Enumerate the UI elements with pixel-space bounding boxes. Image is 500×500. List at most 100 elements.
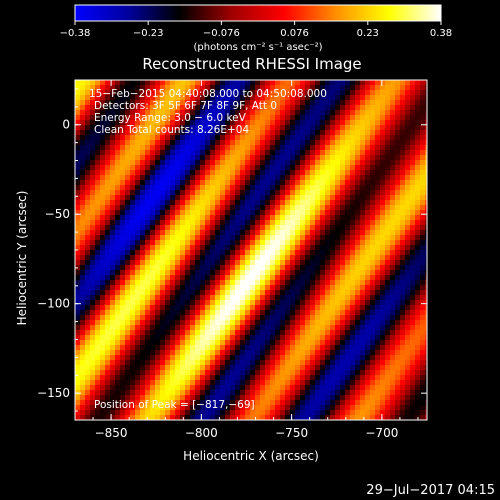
heatmap-cell: [370, 365, 376, 371]
heatmap-cell: [145, 400, 151, 406]
heatmap-cell: [220, 115, 226, 121]
heatmap-cell: [390, 210, 396, 216]
heatmap-cell: [395, 365, 401, 371]
heatmap-cell: [315, 85, 321, 91]
heatmap-cell: [170, 340, 176, 346]
heatmap-cell: [285, 335, 291, 341]
heatmap-cell: [320, 135, 326, 141]
heatmap-cell: [305, 200, 311, 206]
heatmap-cell: [380, 235, 386, 241]
heatmap-cell: [385, 165, 391, 171]
heatmap-cell: [300, 405, 306, 411]
heatmap-cell: [355, 315, 361, 321]
heatmap-cell: [255, 305, 261, 311]
heatmap-cell: [85, 100, 91, 106]
heatmap-cell: [405, 265, 411, 271]
heatmap-cell: [85, 210, 91, 216]
heatmap-cell: [270, 345, 276, 351]
heatmap-cell: [230, 170, 236, 176]
heatmap-cell: [400, 415, 406, 420]
heatmap-cell: [365, 170, 371, 176]
heatmap-cell: [75, 375, 81, 381]
heatmap-cell: [225, 200, 231, 206]
heatmap-cell: [300, 200, 306, 206]
heatmap-cell: [90, 190, 96, 196]
heatmap-cell: [295, 410, 301, 416]
heatmap-cell: [375, 245, 381, 251]
heatmap-cell: [325, 245, 331, 251]
heatmap-cell: [150, 160, 156, 166]
heatmap-cell: [175, 345, 181, 351]
heatmap-cell: [375, 225, 381, 231]
heatmap-cell: [105, 185, 111, 191]
heatmap-cell: [230, 255, 236, 261]
heatmap-cell: [310, 235, 316, 241]
heatmap-cell: [245, 130, 251, 136]
heatmap-cell: [95, 165, 101, 171]
heatmap-cell: [265, 330, 271, 336]
heatmap-cell: [80, 410, 86, 416]
heatmap-cell: [415, 270, 421, 276]
heatmap-cell: [75, 130, 81, 136]
heatmap-cell: [350, 210, 356, 216]
heatmap-cell: [90, 380, 96, 386]
heatmap-cell: [125, 400, 131, 406]
heatmap-cell: [390, 245, 396, 251]
heatmap-cell: [280, 95, 286, 101]
heatmap-cell: [205, 155, 211, 161]
heatmap-cell: [125, 140, 131, 146]
heatmap-cell: [210, 240, 216, 246]
heatmap-cell: [375, 190, 381, 196]
heatmap-cell: [310, 310, 316, 316]
heatmap-cell: [410, 320, 416, 326]
heatmap-cell: [420, 240, 426, 246]
heatmap-cell: [240, 265, 246, 271]
heatmap-cell: [405, 185, 411, 191]
heatmap-cell: [120, 345, 126, 351]
heatmap-cell: [395, 310, 401, 316]
heatmap-cell: [180, 285, 186, 291]
heatmap-cell: [190, 145, 196, 151]
heatmap-cell: [115, 415, 121, 420]
heatmap-cell: [180, 345, 186, 351]
heatmap-cell: [335, 400, 341, 406]
heatmap-cell: [90, 95, 96, 101]
heatmap-cell: [85, 140, 91, 146]
heatmap-cell: [160, 180, 166, 186]
heatmap-cell: [135, 315, 141, 321]
heatmap-cell: [285, 285, 291, 291]
heatmap-cell: [270, 415, 276, 420]
heatmap-cell: [355, 150, 361, 156]
heatmap-cell: [380, 370, 386, 376]
heatmap-cell: [285, 415, 291, 420]
heatmap-cell: [85, 340, 91, 346]
heatmap-cell: [210, 205, 216, 211]
heatmap-cell: [245, 320, 251, 326]
heatmap-cell: [275, 115, 281, 121]
heatmap-cell: [110, 355, 116, 361]
heatmap-cell: [380, 365, 386, 371]
heatmap-cell: [200, 165, 206, 171]
heatmap-cell: [240, 225, 246, 231]
heatmap-cell: [405, 120, 411, 126]
heatmap-cell: [90, 360, 96, 366]
heatmap-cell: [100, 215, 106, 221]
heatmap-cell: [205, 190, 211, 196]
heatmap-cell: [370, 165, 376, 171]
heatmap-cell: [90, 300, 96, 306]
heatmap-cell: [265, 365, 271, 371]
heatmap-cell: [220, 325, 226, 331]
heatmap-cell: [205, 135, 211, 141]
heatmap-cell: [130, 160, 136, 166]
heatmap-cell: [295, 165, 301, 171]
heatmap-cell: [205, 290, 211, 296]
heatmap-cell: [100, 155, 106, 161]
heatmap-cell: [275, 185, 281, 191]
heatmap-cell: [275, 230, 281, 236]
heatmap-cell: [360, 325, 366, 331]
heatmap-cell: [195, 215, 201, 221]
heatmap-cell: [360, 145, 366, 151]
heatmap-cell: [420, 360, 426, 366]
heatmap-cell: [145, 355, 151, 361]
heatmap-cell: [190, 340, 196, 346]
